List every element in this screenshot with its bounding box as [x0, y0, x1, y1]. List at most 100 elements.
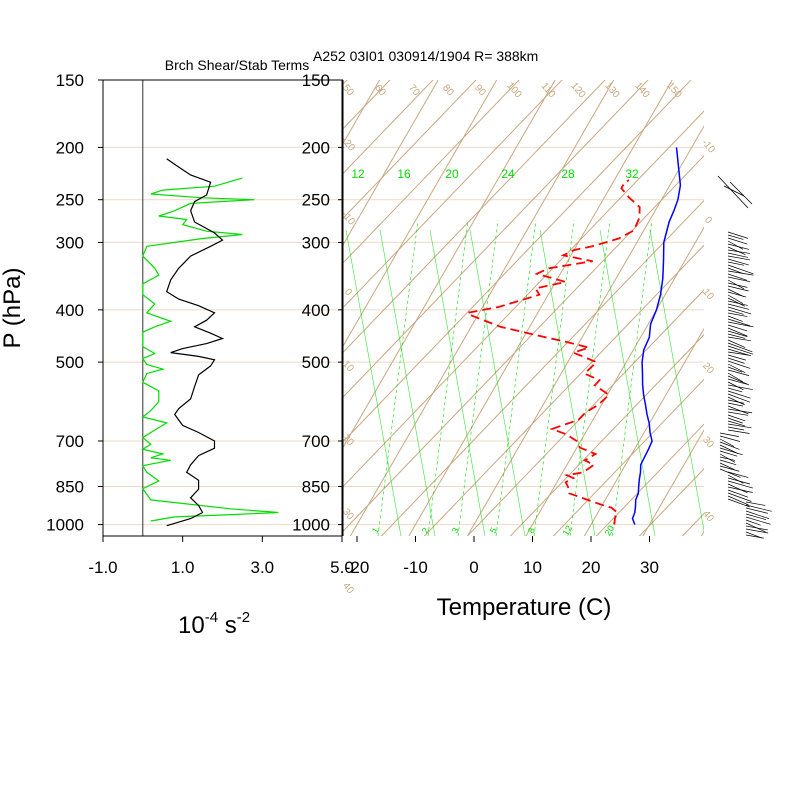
left-ytick-label-850: 850: [56, 477, 84, 496]
skewt-ytick-label-200: 200: [302, 138, 330, 157]
dry-adiabat-line: [552, 378, 704, 536]
wind-barb-stroke: [727, 339, 746, 348]
wind-barb-stroke: [719, 459, 737, 466]
y-axis-label: P (hPa): [0, 268, 26, 349]
wind-barb-stroke: [727, 252, 749, 258]
wind-barb-stroke: [727, 387, 743, 393]
dry-adiabat-line: [0, 56, 327, 576]
left-xtick-label-0: -1.0: [88, 558, 117, 577]
wind-barb-stroke: [719, 444, 739, 454]
dry-adiabat-line: [380, 199, 704, 536]
wind-barb-stroke: [727, 372, 744, 383]
skewt-xtick-label-3: 10: [523, 558, 542, 577]
skewt-ytick-label-500: 500: [302, 353, 330, 372]
wind-barb-stroke: [727, 318, 751, 327]
mixing-ratio-dashed-line: [377, 219, 419, 536]
mixing-ratio-dashed-line: [611, 219, 653, 536]
mixing-ratio-bottom-label: 3: [450, 526, 461, 535]
mixing-ratio-line: [429, 229, 486, 536]
mixing-ratio-bottom-label: 2: [420, 526, 431, 535]
wind-barb-stroke: [727, 354, 746, 361]
wind-barb-stroke: [727, 399, 745, 404]
wind-barb-stroke: [745, 516, 771, 525]
isotherm-line: [408, 80, 673, 536]
wind-barb-stroke: [727, 258, 749, 266]
left-ytick-label-500: 500: [56, 353, 84, 372]
adiabat-top-label: 70: [406, 83, 422, 99]
wind-barb-top: [729, 181, 753, 205]
wind-barb-stroke: [727, 429, 750, 434]
wind-barb-stroke: [727, 357, 745, 364]
wind-barb-stroke: [719, 441, 740, 450]
dry-adiabat-guide: [472, 40, 800, 560]
skewt-ytick-label-250: 250: [302, 191, 330, 210]
wind-barb-stroke: [727, 420, 745, 427]
wind-barb-stroke: [727, 270, 754, 276]
isotherm-line: [343, 80, 556, 449]
wind-barb-stroke: [727, 267, 744, 274]
svg-text:10-4 s-2: 10-4 s-2: [178, 609, 250, 639]
left-y-ticks: 150 200 250 300 400 500 700 850 1000: [46, 71, 103, 535]
wind-barb-stroke: [719, 435, 740, 442]
skewt-ytick-label-700: 700: [302, 432, 330, 451]
isotherm-line: [0, 80, 204, 536]
adiabat-top-label: 140: [632, 80, 651, 100]
dry-adiabat-line: [0, 56, 198, 576]
wind-barb-stroke: [727, 477, 751, 485]
dry-adiabat-line: [509, 333, 704, 536]
wind-barb-stroke: [727, 411, 748, 416]
skewt-y-ticks: 150 200 250 300 400 500 700 850 1000: [292, 71, 343, 535]
skewt-ytick-label-1000: 1000: [292, 516, 330, 535]
dry-adiabat-guide: [601, 40, 800, 560]
wind-barb-top: [717, 175, 749, 209]
wind-barb-stroke: [727, 234, 744, 240]
wind-barb-stroke: [727, 417, 743, 424]
mixing-ratio-line: [379, 229, 436, 536]
wind-barb-stroke: [727, 402, 744, 407]
unit-second: s: [218, 612, 237, 639]
mixing-ratio-bottom-label: 5: [488, 526, 499, 535]
dry-adiabat-guide: [128, 40, 628, 560]
dry-adiabat-line: [343, 110, 704, 488]
adiabat-top-label: 110: [539, 81, 558, 101]
adiabat-left-label: 0: [342, 287, 354, 299]
wind-barb-stroke: [727, 336, 751, 342]
dry-adiabat-line: [343, 80, 606, 354]
left-panel-frame: [102, 79, 343, 537]
dry-adiabat-guide: [644, 40, 800, 560]
left-x-ticks: -1.0 1.0 3.0 5.0: [88, 536, 354, 577]
wind-barb-stroke: [727, 426, 745, 431]
adiabat-top-label: 150: [664, 80, 683, 100]
isotherm-line: [642, 429, 704, 536]
wind-barb-stroke: [719, 456, 736, 461]
wind-barb-stroke: [727, 240, 744, 250]
skewt-ytick-label-300: 300: [302, 233, 330, 252]
skewt-xtick-label-1: -10: [403, 558, 428, 577]
wind-barb-stroke: [727, 483, 748, 494]
wind-barb-stroke: [727, 492, 752, 502]
wind-barb-stroke: [745, 510, 770, 520]
wind-barb-stroke: [727, 303, 750, 310]
dry-adiabat-line: [343, 80, 434, 175]
wind-barb-stroke: [727, 246, 746, 256]
dry-adiabat-guide: [558, 40, 800, 560]
wind-barb-stroke: [727, 498, 750, 508]
wind-barb-stroke: [745, 525, 768, 531]
mixing-ratio-dashed-line: [427, 219, 469, 536]
wind-barb-stroke: [727, 276, 751, 283]
adiabat-side-label: -10: [699, 137, 717, 155]
left-xtick-label-2: 3.0: [251, 558, 275, 577]
mixing-ratio-bottom-label: 20: [603, 524, 617, 538]
wind-barb-stroke: [727, 249, 750, 254]
isotherms: [0, 80, 704, 536]
wind-barb-stroke: [727, 384, 753, 390]
dewpoint-profile: [465, 179, 641, 525]
dry-adiabat-guide: [300, 40, 800, 560]
wind-barb-stroke: [745, 507, 768, 514]
mixing-ratio-bottom-label: 1: [370, 526, 381, 535]
isotherm-line: [349, 80, 615, 536]
wind-barb-stroke: [727, 282, 748, 288]
wind-barb-stroke: [727, 306, 752, 315]
wind-barb-stroke: [727, 291, 747, 298]
